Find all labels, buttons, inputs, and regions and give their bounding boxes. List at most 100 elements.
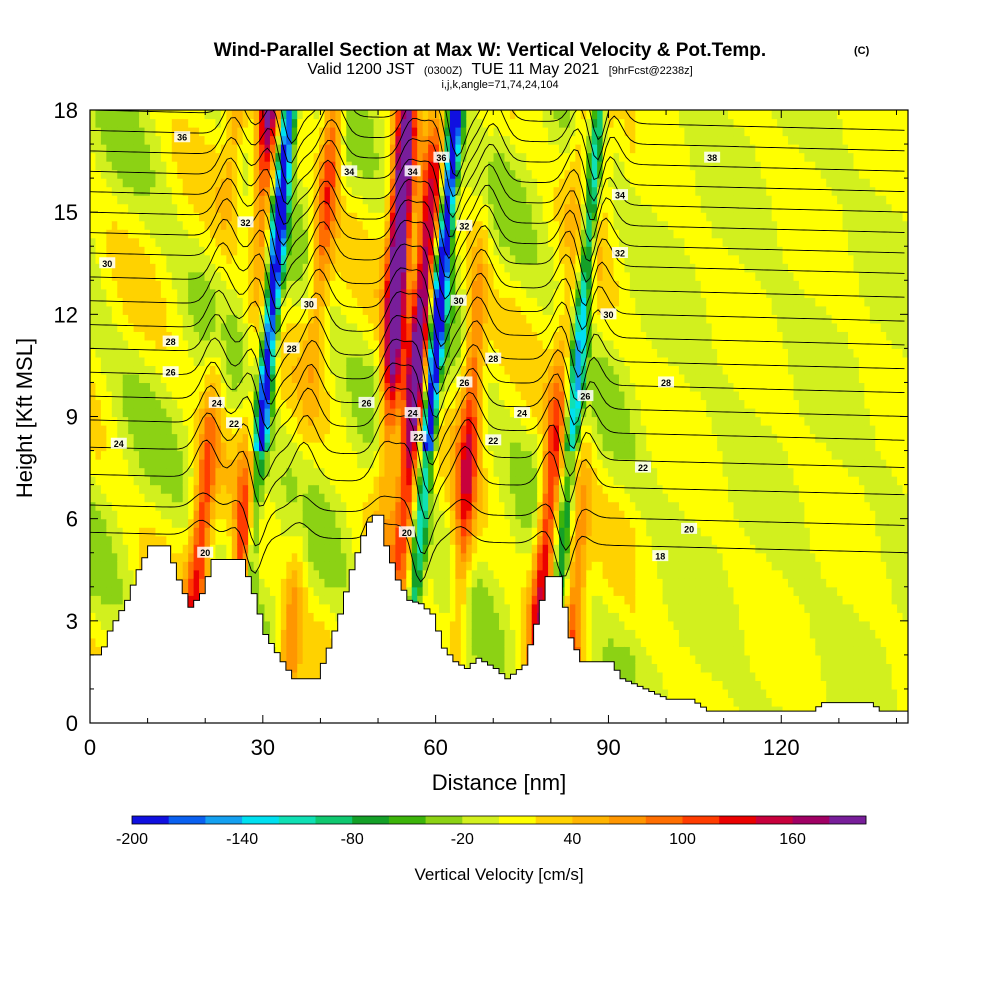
field-cell — [422, 510, 429, 520]
field-cell — [346, 433, 353, 443]
field-cell — [90, 118, 97, 128]
field-cell — [128, 467, 135, 477]
field-cell — [280, 254, 287, 264]
field-cell — [319, 620, 326, 630]
field-cell — [335, 356, 342, 367]
field-cell — [395, 510, 402, 520]
subtitle-utc: (0300Z) — [424, 65, 463, 77]
field-cell — [313, 416, 320, 426]
field-cell — [406, 288, 413, 298]
field-cell — [253, 578, 260, 588]
field-cell — [466, 603, 473, 613]
field-cell — [248, 135, 255, 145]
field-cell — [368, 297, 375, 307]
field-cell — [242, 425, 249, 435]
field-cell — [199, 161, 206, 171]
field-cell — [384, 493, 391, 503]
field-cell — [188, 595, 195, 605]
field-cell — [291, 322, 298, 332]
field-cell — [373, 348, 380, 358]
field-cell — [182, 518, 189, 528]
field-cell — [155, 195, 162, 205]
field-cell — [335, 263, 342, 273]
field-cell — [171, 535, 178, 545]
field-cell — [231, 203, 238, 213]
field-cell — [248, 288, 255, 298]
field-cell — [209, 220, 217, 230]
field-cell — [324, 510, 331, 520]
field-cell — [199, 271, 206, 281]
field-cell — [346, 263, 353, 273]
field-cell — [237, 229, 244, 239]
field-cell — [389, 425, 396, 435]
field-cell — [417, 322, 424, 332]
field-cell — [357, 263, 364, 273]
field-cell — [209, 510, 217, 520]
field-cell — [122, 331, 129, 341]
field-cell — [106, 152, 113, 162]
field-cell — [340, 442, 347, 452]
field-cell — [199, 484, 206, 494]
field-cell — [264, 612, 271, 622]
field-cell — [449, 144, 456, 154]
field-cell — [449, 612, 456, 622]
field-cell — [335, 603, 342, 613]
field-cell — [428, 467, 435, 477]
field-cell — [444, 288, 451, 298]
field-cell — [308, 654, 315, 664]
field-cell — [357, 390, 364, 401]
field-cell — [215, 382, 222, 392]
field-cell — [335, 382, 342, 392]
field-cell — [215, 356, 222, 367]
field-cell — [106, 305, 113, 315]
field-cell — [395, 390, 402, 401]
field-cell — [253, 144, 260, 154]
field-cell — [171, 356, 178, 367]
field-cell — [160, 450, 167, 460]
field-cell — [313, 212, 320, 222]
field-cell — [324, 365, 331, 375]
field-cell — [422, 178, 429, 188]
field-cell — [439, 501, 446, 511]
field-cell — [269, 501, 277, 511]
field-cell — [128, 493, 135, 503]
field-cell — [253, 246, 260, 256]
field-cell — [269, 110, 277, 120]
field-cell — [324, 169, 331, 179]
field-cell — [133, 118, 140, 128]
field-cell — [308, 510, 315, 520]
field-cell — [242, 288, 249, 298]
field-cell — [182, 246, 189, 256]
field-cell — [439, 365, 446, 375]
field-cell — [226, 161, 233, 171]
field-cell — [395, 237, 402, 247]
field-cell — [444, 518, 451, 528]
field-cell — [455, 620, 462, 630]
field-cell — [313, 356, 320, 367]
field-cell — [422, 254, 429, 264]
field-cell — [259, 578, 266, 588]
field-cell — [106, 169, 113, 179]
field-cell — [117, 322, 124, 332]
field-cell — [313, 637, 320, 647]
field-cell — [400, 501, 407, 511]
field-cell — [149, 527, 157, 537]
field-cell — [166, 212, 173, 222]
field-cell — [182, 254, 189, 264]
field-cell — [308, 203, 315, 213]
field-cell — [259, 561, 266, 571]
field-cell — [406, 305, 413, 315]
field-cell — [209, 484, 217, 494]
field-cell — [368, 152, 375, 162]
field-cell — [149, 203, 157, 213]
field-cell — [253, 322, 260, 332]
field-cell — [319, 229, 326, 239]
field-cell — [111, 297, 118, 307]
field-cell — [417, 510, 424, 520]
field-cell — [275, 390, 282, 401]
field-cell — [106, 348, 113, 358]
field-cell — [139, 399, 146, 409]
field-cell — [220, 135, 227, 145]
field-cell — [204, 152, 211, 162]
field-cell — [466, 535, 473, 545]
